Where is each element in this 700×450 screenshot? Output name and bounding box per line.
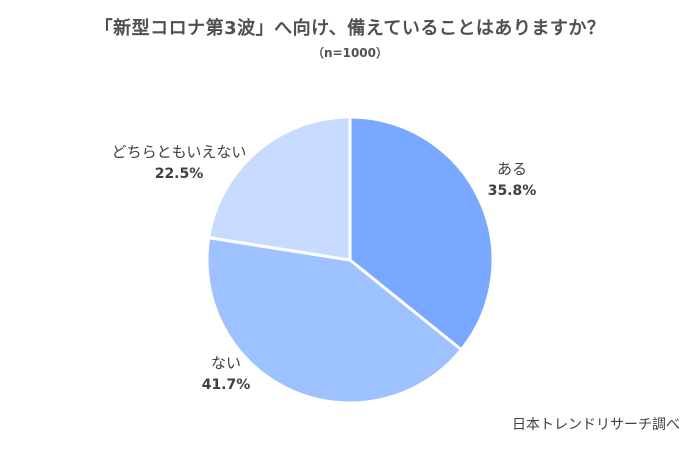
slice-value-dochiratomo: 22.5% bbox=[154, 166, 204, 182]
pie-slice-dochiratomo bbox=[207, 115, 352, 262]
source-note: 日本トレンドリサーチ調べ bbox=[512, 417, 680, 433]
slice-category-dochiratomo: どちらともいえない bbox=[111, 143, 247, 161]
slice-value-aru: 35.8% bbox=[487, 183, 537, 199]
slice-value-nai: 41.7% bbox=[201, 377, 251, 393]
slice-category-nai: ない bbox=[210, 354, 241, 372]
pie-slice-aru bbox=[348, 115, 495, 352]
pie-slice-nai bbox=[205, 236, 463, 405]
slice-label-dochiratomo: どちらともいえない 22.5% bbox=[94, 141, 264, 185]
chart-subtitle: （n=1000） bbox=[312, 46, 388, 60]
chart-title: 「新型コロナ第3波」へ向け、備えていることはありますか？ bbox=[94, 18, 606, 39]
slice-label-nai: ない 41.7% bbox=[186, 352, 266, 396]
slice-label-aru: ある 35.8% bbox=[472, 158, 552, 202]
slice-category-aru: ある bbox=[496, 160, 527, 178]
